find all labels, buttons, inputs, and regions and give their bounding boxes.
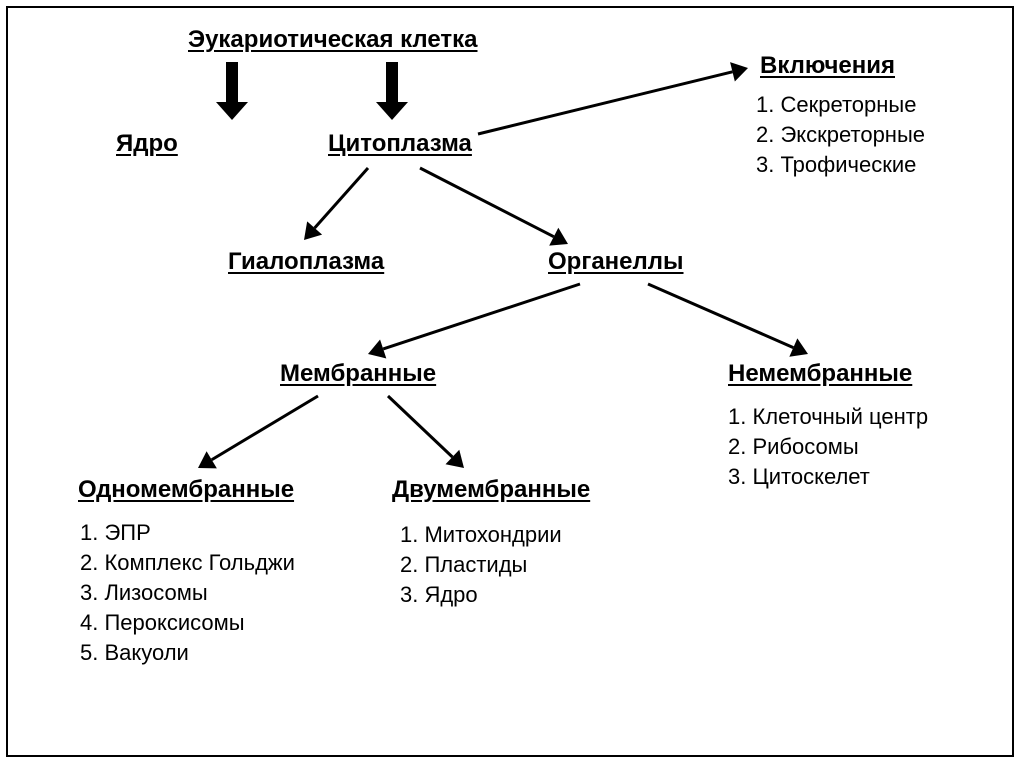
list-item: 5. Вакуоли — [80, 640, 295, 666]
list-item: 2. Рибосомы — [728, 434, 928, 460]
node-nonmemb: Немембранные — [728, 360, 912, 388]
node-memb: Мембранные — [280, 360, 436, 388]
node-yadro: Ядро — [116, 130, 178, 158]
list-item: 2. Пластиды — [400, 552, 562, 578]
node-incl: Включения — [760, 52, 895, 80]
list-single: 1. ЭПР 2. Комплекс Гольджи 3. Лизосомы 4. П… — [80, 516, 295, 670]
list-item: 1. ЭПР — [80, 520, 295, 546]
list-item: 3. Лизосомы — [80, 580, 295, 606]
diagram-canvas: Эукариотическая клетка Ядро Цитоплазма В… — [6, 6, 1014, 757]
list-item: 3. Цитоскелет — [728, 464, 928, 490]
node-cyto: Цитоплазма — [328, 130, 472, 158]
list-item: 4. Пероксисомы — [80, 610, 295, 636]
list-item: 1. Митохондрии — [400, 522, 562, 548]
node-organ: Органеллы — [548, 248, 684, 276]
list-incl: 1. Секреторные 2. Экскреторные 3. Трофичес… — [756, 88, 925, 182]
list-item: 2. Комплекс Гольджи — [80, 550, 295, 576]
node-single: Одномембранные — [78, 476, 294, 504]
list-item: 3. Ядро — [400, 582, 562, 608]
list-item: 3. Трофические — [756, 152, 925, 178]
list-double: 1. Митохондрии 2. Пластиды 3. Ядро — [400, 518, 562, 612]
list-nonmemb: 1. Клеточный центр 2. Рибосомы 3. Цитоскел… — [728, 400, 928, 494]
list-item: 1. Клеточный центр — [728, 404, 928, 430]
node-root: Эукариотическая клетка — [188, 26, 478, 54]
node-hyalo: Гиалоплазма — [228, 248, 384, 276]
list-item: 1. Секреторные — [756, 92, 925, 118]
node-double: Двумембранные — [392, 476, 590, 504]
list-item: 2. Экскреторные — [756, 122, 925, 148]
